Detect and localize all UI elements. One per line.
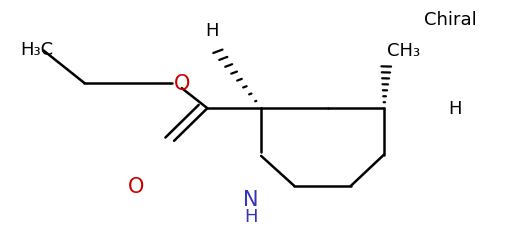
- Text: O: O: [174, 74, 190, 94]
- Text: N: N: [243, 189, 259, 209]
- Text: Chiral: Chiral: [424, 11, 477, 29]
- Text: H: H: [244, 207, 258, 225]
- Text: H: H: [206, 22, 219, 40]
- Text: CH₃: CH₃: [387, 42, 420, 60]
- Text: H: H: [448, 100, 461, 118]
- Text: H₃C: H₃C: [20, 41, 54, 59]
- Text: O: O: [127, 176, 144, 196]
